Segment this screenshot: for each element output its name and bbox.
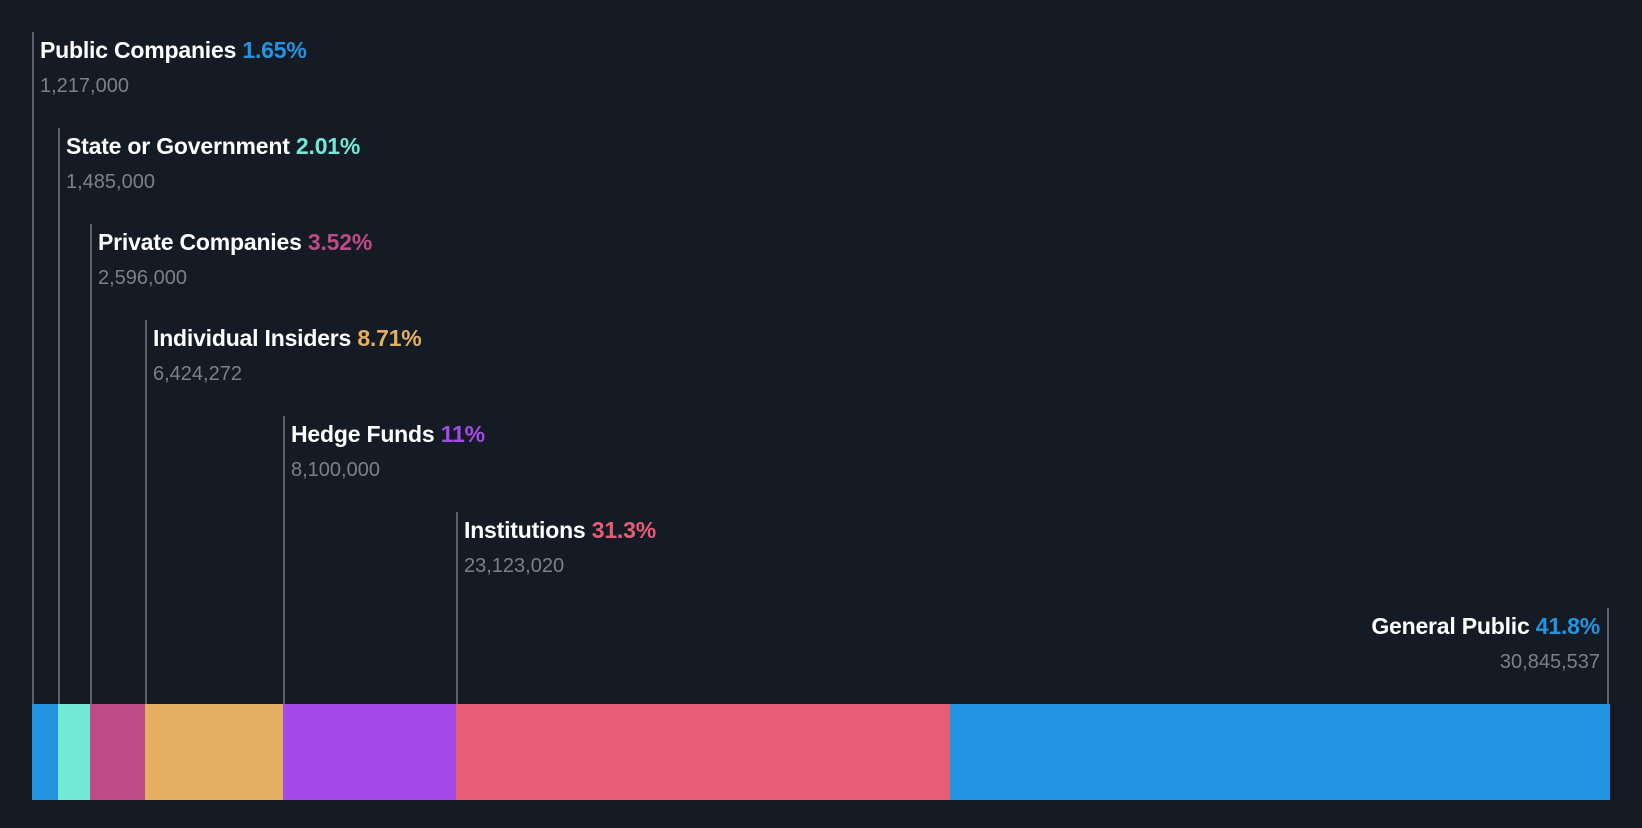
bar-segment-individual-insiders[interactable] [145,704,283,800]
segment-shares: 6,424,272 [153,363,242,385]
segment-name: Hedge Funds [291,421,435,447]
bar-segment-state-government[interactable] [58,704,90,800]
segment-name: General Public [1371,613,1530,639]
leader-line-general-public [1607,608,1609,704]
segment-percent: 8.71% [357,325,422,351]
segment-shares: 23,123,020 [464,555,565,577]
label-private-companies: Private Companies 3.52% 2,596,000 [98,228,372,290]
segment-percent: 31.3% [591,517,656,543]
bar-segment-hedge-funds[interactable] [283,704,456,800]
bar-segment-institutions[interactable] [456,704,950,800]
segment-shares: 8,100,000 [291,459,380,481]
leader-line-individual-insiders [145,320,147,704]
leader-line-hedge-funds [283,416,285,704]
leader-line-public-companies [32,32,34,704]
stacked-ownership-bar [32,704,1610,800]
segment-shares: 2,596,000 [98,267,187,289]
label-general-public: General Public 41.8% 30,845,537 [1371,612,1600,674]
segment-percent: 11% [440,421,485,447]
segment-percent: 41.8% [1535,613,1600,639]
segment-name: Public Companies [40,37,237,63]
bar-segment-general-public[interactable] [950,704,1610,800]
segment-shares: 1,485,000 [66,171,155,193]
leader-line-state-government [58,128,60,704]
label-public-companies: Public Companies 1.65% 1,217,000 [40,36,307,98]
segment-shares: 1,217,000 [40,75,129,97]
segment-name: Private Companies [98,229,302,255]
leader-line-institutions [456,512,458,704]
segment-shares: 30,845,537 [1499,651,1600,673]
segment-name: State or Government [66,133,290,159]
label-individual-insiders: Individual Insiders 8.71% 6,424,272 [153,324,422,386]
segment-name: Individual Insiders [153,325,352,351]
bar-segment-private-companies[interactable] [90,704,145,800]
label-state-government: State or Government 2.01% 1,485,000 [66,132,360,194]
bar-segment-public-companies[interactable] [32,704,58,800]
label-institutions: Institutions 31.3% 23,123,020 [464,516,656,578]
label-hedge-funds: Hedge Funds 11% 8,100,000 [291,420,485,482]
segment-percent: 2.01% [295,133,361,159]
leader-line-private-companies [90,224,92,704]
segment-percent: 3.52% [307,229,373,255]
segment-name: Institutions [464,517,586,543]
segment-percent: 1.65% [242,37,307,63]
